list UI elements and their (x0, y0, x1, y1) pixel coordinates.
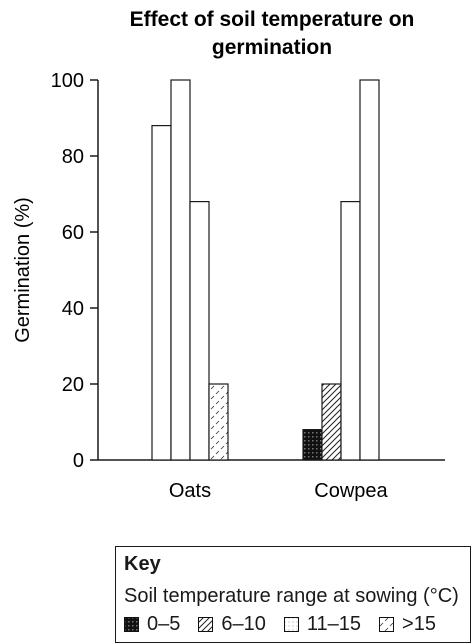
legend-item-6-10: 6–10 (198, 613, 266, 636)
legend-item-11-15: 11–15 (283, 613, 362, 636)
legend-label: 0–5 (147, 613, 181, 635)
legend-items: 0–5 6–10 11–15 >15 (124, 613, 436, 636)
x-axis-labels: Oats Cowpea (169, 480, 389, 502)
bar-chart: Effect of soil temperature on germinatio… (12, 8, 445, 502)
bar-cowpea-0 (302, 429, 323, 461)
legend-label: 6–10 (221, 613, 266, 635)
swatch-dashes-icon (379, 617, 395, 632)
x-tick-label: Oats (169, 480, 211, 502)
swatch-diagonal-icon (198, 617, 214, 632)
y-tick-label: 40 (62, 298, 84, 320)
bars (151, 79, 380, 461)
y-axis-label: Germination (%) (12, 197, 34, 343)
y-tick-label: 60 (62, 222, 84, 244)
legend-item-0-5: 0–5 (124, 613, 180, 636)
bar-cowpea-3 (359, 79, 380, 461)
swatch-dots-icon (283, 617, 299, 632)
legend-key: Key Soil temperature range at sowing (°C… (115, 546, 471, 643)
y-tick-label: 100 (51, 70, 84, 92)
bar-oats-2 (189, 201, 210, 461)
chart-title-line-1: Effect of soil temperature on (130, 8, 415, 31)
swatch-dark-grid-icon (124, 617, 139, 632)
bar-cowpea-1 (321, 383, 342, 461)
y-tick-label: 80 (62, 146, 84, 168)
bar-oats-1 (170, 79, 191, 461)
legend-label: 11–15 (306, 613, 362, 635)
bar-oats-3 (208, 383, 229, 461)
y-tick-label: 0 (73, 450, 84, 472)
legend-label: >15 (402, 613, 436, 635)
y-tick-label: 20 (62, 374, 84, 396)
x-tick-label: Cowpea (314, 480, 388, 502)
y-axis-ticks: 0 20 40 60 80 100 (51, 70, 98, 472)
legend-subtitle: Soil temperature range at sowing (°C) (124, 585, 459, 607)
chart-title-line-2: germination (212, 36, 332, 59)
legend-item-gt-15: >15 (379, 613, 436, 636)
legend-title: Key (124, 553, 161, 575)
bar-oats-0 (151, 124, 172, 461)
bar-cowpea-2 (340, 201, 361, 461)
